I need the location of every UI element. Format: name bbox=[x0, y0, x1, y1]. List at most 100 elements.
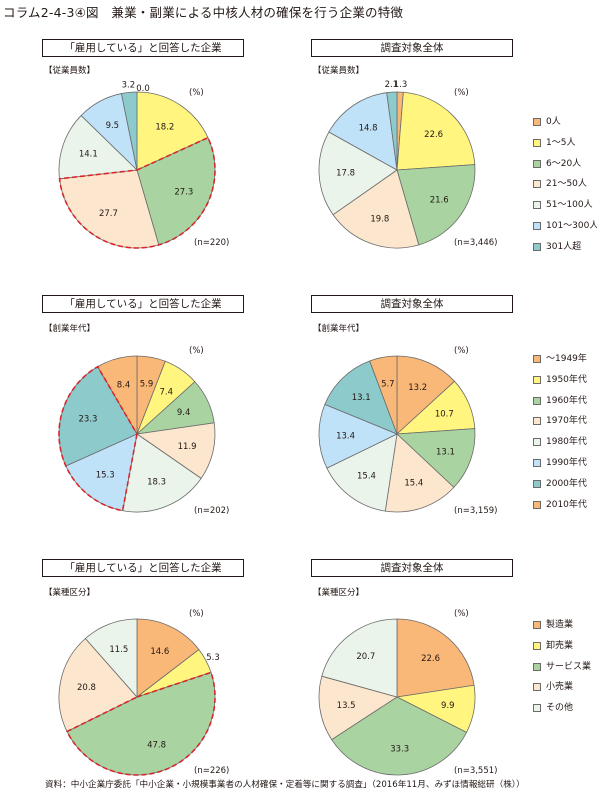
pie-slice-2-2 bbox=[396, 91, 476, 171]
pie-slice-6-1 bbox=[396, 618, 475, 698]
legend-label: 製造業 bbox=[546, 620, 574, 630]
chart-3-unit: (%) bbox=[189, 346, 204, 356]
value-label-2-7: 2.1 bbox=[385, 80, 399, 90]
value-label-5-5: 11.5 bbox=[109, 645, 128, 655]
pie-slice-4-7 bbox=[324, 360, 398, 435]
value-label-1-1: 0.0 bbox=[136, 84, 150, 94]
legend-label: 2000年代 bbox=[546, 478, 587, 489]
legend-swatch bbox=[533, 180, 541, 189]
value-label-4-1: 13.2 bbox=[408, 383, 427, 393]
value-label-4-8: 5.7 bbox=[381, 379, 395, 389]
value-label-2-6: 14.8 bbox=[359, 123, 378, 133]
legend-swatch bbox=[533, 641, 541, 650]
legend-swatch bbox=[533, 201, 541, 210]
legend-label: サービス業 bbox=[546, 661, 592, 672]
value-label-3-8: 8.4 bbox=[117, 380, 131, 390]
value-label-5-1: 14.6 bbox=[150, 647, 169, 657]
legend-swatch bbox=[533, 500, 541, 509]
value-label-5-3: 47.8 bbox=[147, 741, 166, 751]
value-label-3-7: 23.3 bbox=[79, 414, 98, 424]
value-label-4-7: 13.1 bbox=[352, 393, 371, 403]
pie-slice-2-4 bbox=[332, 169, 420, 249]
pie-slice-1-7 bbox=[120, 91, 138, 171]
value-label-1-6: 9.5 bbox=[106, 121, 120, 131]
value-label-2-3: 21.6 bbox=[430, 195, 449, 205]
chart-4-subtitle: 【創業年代】 bbox=[313, 324, 365, 334]
value-label-6-4: 13.5 bbox=[337, 701, 356, 711]
chart-5-n-label: (n=226) bbox=[194, 766, 230, 776]
chart-6-subtitle: 【業種区分】 bbox=[313, 588, 365, 598]
value-label-1-3: 27.3 bbox=[174, 187, 193, 197]
legend-swatch bbox=[533, 221, 541, 230]
value-label-4-5: 15.4 bbox=[357, 471, 376, 481]
legend-label: 21～50人 bbox=[546, 179, 587, 190]
chart-2-subtitle: 【従業員数】 bbox=[313, 66, 365, 76]
legend-swatch bbox=[533, 159, 541, 168]
legend-label: 1980年代 bbox=[546, 437, 587, 448]
legend-swatch bbox=[533, 621, 541, 629]
legend-swatch bbox=[533, 242, 541, 251]
legend-swatch bbox=[533, 704, 541, 713]
legend-swatch bbox=[533, 683, 541, 692]
pie-slice-4-1 bbox=[396, 355, 456, 435]
chart-6-unit: (%) bbox=[454, 609, 469, 619]
pie-slice-1-5 bbox=[58, 114, 138, 180]
value-label-6-3: 33.3 bbox=[390, 744, 409, 754]
pie-slice-6-3 bbox=[331, 696, 468, 776]
legend-label: 2010年代 bbox=[546, 499, 587, 510]
chart-4-n-label: (n=3,159) bbox=[454, 506, 498, 516]
chart-3-subtitle: 【創業年代】 bbox=[44, 324, 96, 334]
value-label-3-1: 5.9 bbox=[140, 379, 154, 389]
chart-6-title: 調査対象全体 bbox=[311, 559, 513, 577]
value-label-2-4: 19.8 bbox=[370, 215, 389, 225]
pie-slice-4-5 bbox=[326, 433, 398, 512]
chart-1-n-label: (n=220) bbox=[194, 238, 230, 248]
legend-swatch bbox=[533, 438, 541, 447]
pie-slice-2-5 bbox=[318, 131, 398, 216]
value-label-2-5: 17.8 bbox=[336, 169, 355, 179]
pie-slice-4-4 bbox=[384, 433, 455, 513]
pie-slice-4-3 bbox=[396, 428, 476, 488]
pie-slice-4-6 bbox=[318, 403, 398, 469]
value-label-1-5: 14.1 bbox=[79, 149, 98, 159]
source-note: 資料：中小企業庁委託「中小企業・小規模事業者の人材確保・定着等に関する調査」（2… bbox=[45, 780, 525, 790]
chart-4-unit: (%) bbox=[454, 346, 469, 356]
value-label-1-4: 27.7 bbox=[99, 209, 118, 219]
legend-swatch bbox=[533, 118, 541, 126]
pie-slice-5-4 bbox=[58, 637, 138, 733]
legend-label: 1960年代 bbox=[546, 395, 587, 406]
chart-5-subtitle: 【業種区分】 bbox=[44, 588, 96, 598]
legend-label: 卸売業 bbox=[546, 640, 574, 651]
chart-1-subtitle: 【従業員数】 bbox=[44, 66, 96, 76]
value-label-3-2: 7.4 bbox=[159, 388, 173, 398]
chart-5-unit: (%) bbox=[189, 609, 204, 619]
chart-6-n-label: (n=3,551) bbox=[454, 766, 498, 776]
pie-slice-5-5 bbox=[84, 618, 138, 699]
chart-1-unit: (%) bbox=[189, 88, 204, 98]
legend-label: 1950年代 bbox=[546, 374, 587, 385]
highlight-outline-1 bbox=[58, 136, 216, 249]
value-label-6-5: 20.7 bbox=[356, 652, 375, 662]
value-label-3-3: 9.4 bbox=[177, 408, 191, 418]
value-label-4-6: 13.4 bbox=[336, 432, 355, 442]
value-label-1-2: 18.2 bbox=[155, 123, 174, 133]
value-label-3-6: 15.3 bbox=[96, 470, 115, 480]
value-label-6-2: 9.9 bbox=[441, 701, 455, 711]
legend-swatch bbox=[533, 479, 541, 488]
chart-4-title: 調査対象全体 bbox=[311, 295, 513, 313]
legend-label: 1～5人 bbox=[546, 137, 576, 148]
value-label-4-2: 10.7 bbox=[435, 410, 454, 420]
legend-swatch bbox=[533, 396, 541, 405]
pie-slice-6-5 bbox=[321, 618, 398, 698]
chart-1-title: 「雇用している」と回答した企業 bbox=[42, 39, 244, 57]
legend-label: その他 bbox=[546, 703, 574, 714]
value-label-2-2: 22.6 bbox=[424, 130, 443, 140]
legend-swatch bbox=[533, 662, 541, 671]
legend-label: 1970年代 bbox=[546, 416, 587, 427]
value-label-4-4: 15.4 bbox=[404, 479, 423, 489]
chart-2-n-label: (n=3,446) bbox=[454, 238, 498, 248]
highlight-outline-3 bbox=[58, 365, 138, 512]
legend-label: 51～100人 bbox=[546, 200, 593, 211]
chart-3-title: 「雇用している」と回答した企業 bbox=[42, 295, 244, 313]
